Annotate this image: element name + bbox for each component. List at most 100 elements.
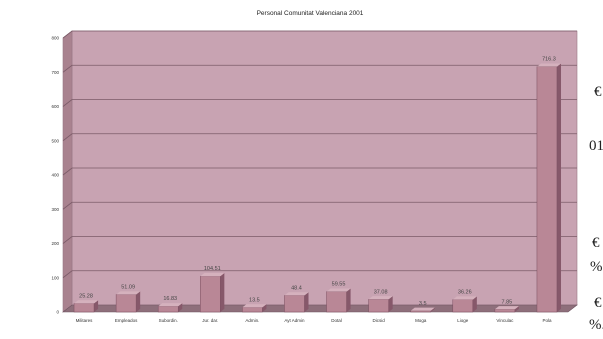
bar-front xyxy=(410,310,431,313)
data-label: 51.09 xyxy=(121,285,135,291)
bar xyxy=(115,291,141,313)
bar-front xyxy=(452,299,474,313)
x-tick-label: Dicsid xyxy=(372,318,385,323)
data-label: 16.83 xyxy=(163,296,177,302)
x-tick-label: Empleados xyxy=(115,318,138,323)
bar-top xyxy=(326,288,351,292)
gridline xyxy=(62,236,577,244)
chart-title: Personal Comunitat Valenciana 2001 xyxy=(257,10,364,17)
gridline xyxy=(62,133,577,142)
data-label: 37.08 xyxy=(374,289,388,295)
y-tick-label: 600 xyxy=(51,104,59,109)
y-tick-label: 800 xyxy=(51,36,59,41)
gridline xyxy=(62,99,577,107)
data-label: 59.55 xyxy=(332,282,346,288)
bar-top xyxy=(410,307,435,311)
bar-side xyxy=(514,306,519,312)
gridline xyxy=(62,167,577,176)
bar-top xyxy=(242,304,267,308)
bar xyxy=(157,303,183,313)
data-label: 716.3 xyxy=(542,57,556,63)
bar-side xyxy=(472,296,477,312)
edge-fragment-4: % xyxy=(590,259,603,275)
bar-side xyxy=(556,63,562,313)
data-labels: 25.28 51.09 16.83 104.51 13.5 48.4 59.55 37.08 3… xyxy=(79,57,556,307)
data-label: 104.51 xyxy=(204,266,221,272)
data-label: 3.5 xyxy=(419,301,427,307)
bar xyxy=(452,296,477,313)
bar-front xyxy=(157,305,179,313)
bar xyxy=(536,63,562,313)
x-tick-label: Vinculac xyxy=(496,318,514,323)
bar xyxy=(73,300,99,313)
bar-side xyxy=(430,307,435,312)
gridline xyxy=(62,64,577,73)
data-label: 7.85 xyxy=(502,299,513,305)
bar-front xyxy=(326,291,347,313)
bar-front xyxy=(284,295,305,313)
data-label: 13.5 xyxy=(249,297,260,303)
bar xyxy=(284,292,309,313)
edge-fragment-3: € xyxy=(592,235,600,251)
edge-fragment-2: 01 xyxy=(589,138,603,154)
bar-side xyxy=(178,303,183,312)
bar xyxy=(410,307,435,313)
bar-top xyxy=(200,273,225,277)
bar-side xyxy=(388,296,393,312)
x-tick-label: Lioge xyxy=(457,318,469,323)
edge-fragment-1: € xyxy=(594,84,602,100)
chart-floor xyxy=(62,304,578,313)
x-tick-label: Admin. xyxy=(245,318,259,323)
y-tick-label: 400 xyxy=(51,173,59,178)
bar-front xyxy=(368,299,389,313)
x-tick-label: Militares xyxy=(76,318,94,323)
bar-front xyxy=(536,66,558,313)
bar-front xyxy=(242,307,263,313)
bar-top xyxy=(536,63,562,67)
edge-fragment-5: € xyxy=(594,295,602,311)
bar xyxy=(242,304,267,313)
data-label: 48.4 xyxy=(291,285,302,291)
data-label: 36.26 xyxy=(458,290,472,296)
bar-side xyxy=(346,288,351,312)
gridline xyxy=(62,270,577,279)
bar-top xyxy=(452,296,477,300)
bar xyxy=(368,296,393,313)
y-tick-label: 100 xyxy=(51,275,59,280)
bar-side xyxy=(262,304,267,312)
y-tick-label: 700 xyxy=(51,70,59,75)
x-tick-label: Pola xyxy=(542,318,552,323)
bar-front xyxy=(494,309,516,313)
x-tick-label: Ayt Admin xyxy=(284,318,305,323)
y-tick-label: 300 xyxy=(51,207,59,212)
y-tick-label: 0 xyxy=(56,310,59,315)
x-tick-label: Dotal xyxy=(331,318,342,323)
x-axis-labels: Militares Empleados Subordin. Jur. dar. Admi… xyxy=(76,318,552,323)
bar-top xyxy=(494,306,519,310)
gridline xyxy=(62,30,577,39)
bar-side xyxy=(94,300,99,312)
x-tick-label: Moga xyxy=(415,318,427,323)
bar-side xyxy=(136,291,141,312)
chart-bars xyxy=(73,63,562,313)
bar-top xyxy=(368,296,393,300)
chart-backdrop xyxy=(62,30,578,313)
bar xyxy=(494,306,519,313)
edge-fragment-6: %. xyxy=(589,317,603,333)
bar-side xyxy=(220,273,225,312)
x-tick-label: Jur. dar. xyxy=(202,318,218,323)
bar-top xyxy=(74,300,99,304)
bar xyxy=(200,273,225,313)
bar-top xyxy=(284,292,309,296)
y-axis-ticks: 0 100 200 300 400 500 600 700 800 xyxy=(51,36,59,315)
bar-front xyxy=(115,294,137,313)
bar-top xyxy=(116,291,141,295)
y-tick-label: 500 xyxy=(51,138,59,143)
bar xyxy=(326,288,351,313)
bar-front xyxy=(200,275,221,313)
chart-gridlines xyxy=(62,30,577,279)
data-label: 25.28 xyxy=(79,293,93,299)
x-tick-label: Subordin. xyxy=(159,318,178,323)
y-tick-label: 200 xyxy=(51,241,59,246)
